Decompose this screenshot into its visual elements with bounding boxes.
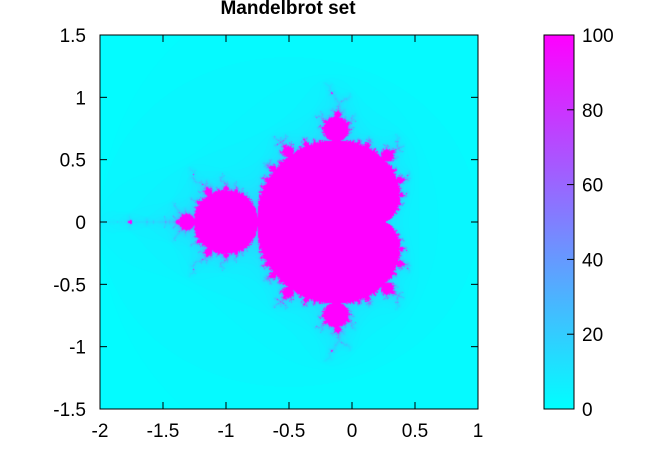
y-tick-label: 0 xyxy=(75,213,86,234)
y-tick-label: 1.5 xyxy=(60,26,86,47)
x-tick-label: -1 xyxy=(218,421,235,442)
y-axis: -1.5 -1 -0.5 0 0.5 1 1.5 xyxy=(53,26,478,421)
y-tick-label: -0.5 xyxy=(53,275,86,296)
colorbar-axis: 0 20 40 60 80 100 xyxy=(567,26,614,421)
x-tick-label: 0 xyxy=(347,421,358,442)
x-tick-label: -1.5 xyxy=(147,421,180,442)
y-tick-label: -1 xyxy=(69,338,86,359)
colorbar xyxy=(543,34,575,410)
x-tick-label: -2 xyxy=(92,421,109,442)
colorbar-tick-label: 20 xyxy=(582,325,603,346)
heatmap-image xyxy=(100,35,478,409)
y-tick-label: -1.5 xyxy=(53,400,86,421)
colorbar-tick-label: 100 xyxy=(582,26,614,47)
x-tick-label: -0.5 xyxy=(273,421,306,442)
y-tick-label: 0.5 xyxy=(60,151,86,172)
colorbar-tick-label: 40 xyxy=(582,250,603,271)
chart-title: Mandelbrot set xyxy=(220,0,356,19)
colorbar-tick-label: 80 xyxy=(582,101,603,122)
x-tick-label: 1 xyxy=(473,421,484,442)
colorbar-tick-label: 60 xyxy=(582,176,603,197)
y-tick-label: 1 xyxy=(75,88,86,109)
colorbar-tick-label: 0 xyxy=(582,400,593,421)
x-tick-label: 0.5 xyxy=(402,421,428,442)
x-axis: -2 -1.5 -1 -0.5 0 0.5 1 xyxy=(92,35,484,442)
